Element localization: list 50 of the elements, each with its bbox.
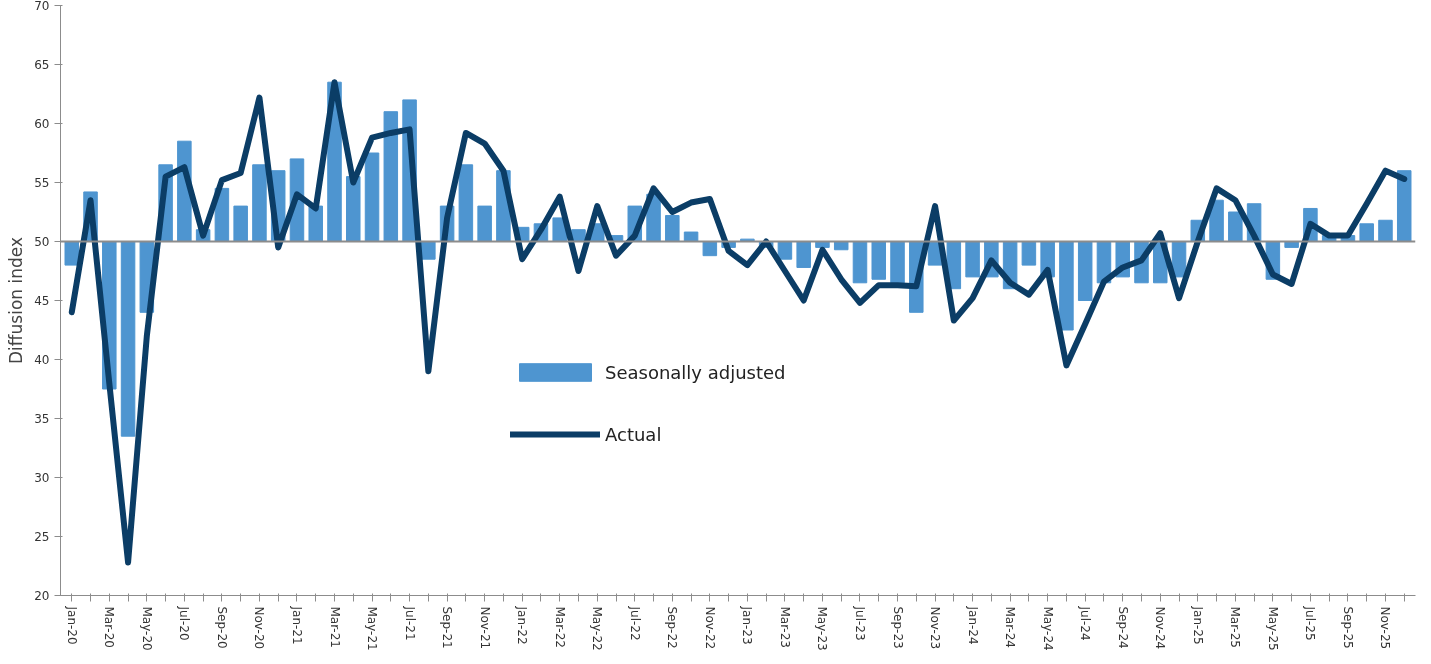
x-tick-label: May-21 — [365, 606, 380, 651]
x-tick-label: Jan-22 — [515, 605, 530, 645]
legend-label: Seasonally adjusted — [605, 361, 786, 383]
y-tick-label: 60 — [34, 117, 50, 131]
x-tick-label: Jul-20 — [177, 605, 192, 641]
x-tick-label: Mar-21 — [327, 606, 342, 648]
x-tick-label: Sep-25 — [1340, 606, 1355, 649]
x-tick-label: Jan-23 — [740, 605, 755, 645]
x-tick-label: May-25 — [1265, 606, 1280, 651]
x-tick-label: Nov-22 — [702, 606, 717, 650]
y-tick-label: 45 — [34, 294, 50, 308]
x-tick-label: Jul-23 — [852, 605, 867, 641]
x-tick-label: Jul-25 — [1303, 605, 1318, 641]
y-tick-label: 40 — [34, 353, 50, 367]
y-tick-label: 50 — [34, 235, 50, 249]
x-tick-label: May-22 — [590, 606, 605, 651]
x-tick-label: Jan-20 — [64, 605, 79, 645]
x-tick-label: Jul-24 — [1078, 605, 1093, 641]
x-tick-label: Mar-24 — [1003, 606, 1018, 648]
x-tick-label: Jan-25 — [1190, 605, 1205, 645]
y-tick-label: 25 — [34, 530, 50, 544]
legend-label: Actual — [605, 423, 662, 445]
y-tick-label: 30 — [34, 471, 50, 485]
y-axis-title: Diffusion index — [6, 237, 27, 364]
x-tick-label: Nov-24 — [1153, 606, 1168, 650]
x-tick-label: Mar-25 — [1228, 606, 1243, 648]
x-tick-label: Mar-23 — [777, 606, 792, 648]
x-tick-label: Jan-24 — [965, 605, 980, 645]
x-tick-label: Sep-21 — [440, 606, 455, 649]
x-tick-label: Mar-20 — [102, 606, 117, 648]
x-tick-label: Jul-22 — [627, 605, 642, 641]
x-tick-label: May-20 — [139, 606, 154, 651]
x-tick-label: Nov-21 — [477, 606, 492, 650]
x-tick-label: May-23 — [815, 606, 830, 651]
y-tick-label: 70 — [34, 0, 50, 13]
x-tick-label: Jul-21 — [402, 605, 417, 641]
y-tick-label: 35 — [34, 412, 50, 426]
y-tick-label: 65 — [34, 58, 50, 72]
x-tick-label: Mar-22 — [552, 606, 567, 648]
x-tick-label: Sep-24 — [1115, 606, 1130, 649]
x-tick-label: Nov-23 — [928, 606, 943, 650]
x-tick-label: May-24 — [1040, 606, 1055, 651]
x-tick-label: Sep-20 — [214, 606, 229, 649]
y-tick-label: 55 — [34, 176, 50, 190]
x-tick-label: Nov-25 — [1378, 606, 1393, 650]
y-tick-label: 20 — [34, 589, 50, 603]
x-tick-label: Nov-20 — [252, 606, 267, 650]
x-tick-label: Jan-21 — [289, 605, 304, 645]
x-tick-label: Sep-22 — [665, 606, 680, 649]
x-tick-label: Sep-23 — [890, 606, 905, 649]
